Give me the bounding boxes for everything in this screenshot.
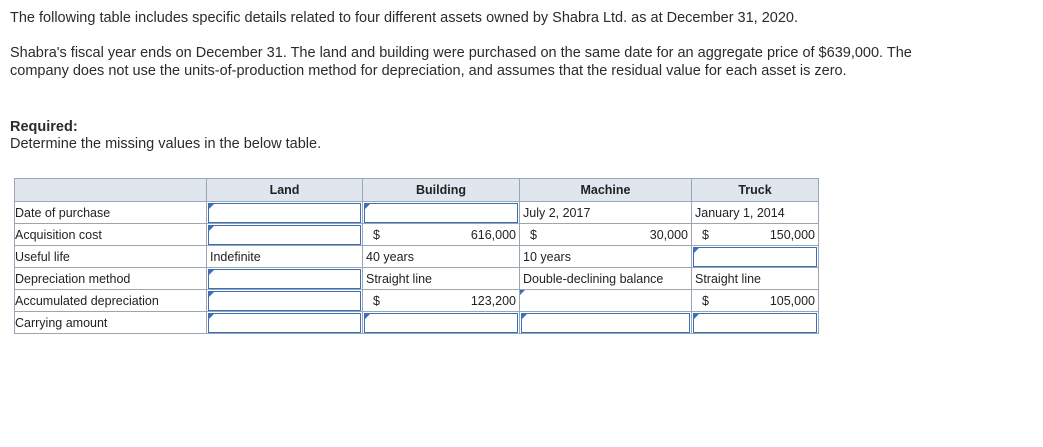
asset-details-table: Land Building Machine Truck Date of purc… — [14, 178, 819, 334]
row-label-carrying: Carrying amount — [14, 311, 207, 334]
currency-symbol: $ — [373, 293, 380, 308]
land-accum-input[interactable] — [208, 290, 361, 311]
machine-carrying-input[interactable] — [521, 312, 690, 333]
truck-date-cell: January 1, 2014 — [691, 201, 819, 224]
currency-symbol: $ — [530, 227, 537, 242]
truck-life-cell — [691, 245, 819, 268]
required-instruction: Determine the missing values in the belo… — [10, 136, 322, 152]
building-carrying-input[interactable] — [364, 312, 518, 333]
table-row: Date of purchase July 2, 2017 January 1,… — [14, 201, 819, 224]
truck-method-value: Straight line — [695, 271, 762, 286]
header-row: Land Building Machine Truck — [14, 178, 819, 202]
land-accum-cell — [206, 289, 363, 312]
truck-cost-cell: $150,000 — [691, 223, 819, 246]
land-life-cell: Indefinite — [206, 245, 363, 268]
truck-life-input[interactable] — [693, 246, 817, 267]
currency-symbol: $ — [702, 293, 709, 308]
machine-life-cell: 10 years — [519, 245, 692, 268]
required-heading: Required: — [10, 119, 78, 135]
land-method-cell — [206, 267, 363, 290]
header-machine: Machine — [519, 178, 692, 202]
row-label-accum: Accumulated depreciation — [14, 289, 207, 312]
truck-accum-cell: $105,000 — [691, 289, 819, 312]
row-label-cost: Acquisition cost — [14, 223, 207, 246]
machine-accum-cell[interactable] — [519, 289, 692, 312]
table-row: Accumulated depreciation $123,200 $105,0… — [14, 289, 819, 312]
header-building: Building — [362, 178, 520, 202]
row-label-life: Useful life — [14, 245, 207, 268]
truck-date-value: January 1, 2014 — [695, 205, 785, 220]
building-life-value: 40 years — [366, 249, 414, 264]
machine-method-cell: Double-declining balance — [519, 267, 692, 290]
truck-carrying-cell — [691, 311, 819, 334]
truck-cost-value: 150,000 — [769, 227, 815, 242]
truck-method-cell: Straight line — [691, 267, 819, 290]
machine-date-cell: July 2, 2017 — [519, 201, 692, 224]
building-accum-cell: $123,200 — [362, 289, 520, 312]
header-land: Land — [206, 178, 363, 202]
land-method-input[interactable] — [208, 268, 361, 289]
building-method-value: Straight line — [366, 271, 433, 286]
land-cost-input[interactable] — [208, 224, 361, 245]
table-row: Acquisition cost $616,000 $30,000 $150,0… — [14, 223, 819, 246]
table-row: Useful life Indefinite 40 years 10 years — [14, 245, 819, 268]
header-truck: Truck — [691, 178, 819, 202]
table-row: Depreciation method Straight line Double… — [14, 267, 819, 290]
intro-paragraph-1: The following table includes specific de… — [10, 10, 799, 26]
currency-symbol: $ — [373, 227, 380, 242]
building-cost-value: 616,000 — [470, 227, 516, 242]
row-label-date: Date of purchase — [14, 201, 207, 224]
building-life-cell: 40 years — [362, 245, 520, 268]
land-life-value: Indefinite — [210, 249, 261, 264]
intro-paragraph-2: Shabra's fiscal year ends on December 31… — [10, 45, 912, 79]
machine-life-value: 10 years — [523, 249, 571, 264]
machine-carrying-cell — [519, 311, 692, 334]
currency-symbol: $ — [702, 227, 709, 242]
machine-method-value: Double-declining balance — [523, 271, 664, 286]
truck-accum-value: 105,000 — [769, 293, 815, 308]
building-date-cell — [362, 201, 520, 224]
building-cost-cell: $616,000 — [362, 223, 520, 246]
land-date-cell — [206, 201, 363, 224]
land-date-input[interactable] — [208, 202, 361, 223]
table-row: Carrying amount — [14, 311, 819, 334]
building-date-input[interactable] — [364, 202, 518, 223]
header-blank — [14, 178, 207, 202]
land-carrying-cell — [206, 311, 363, 334]
land-carrying-input[interactable] — [208, 312, 361, 333]
machine-cost-cell: $30,000 — [519, 223, 692, 246]
building-accum-value: 123,200 — [470, 293, 516, 308]
building-carrying-cell — [362, 311, 520, 334]
truck-carrying-input[interactable] — [693, 312, 817, 333]
building-method-cell: Straight line — [362, 267, 520, 290]
land-cost-cell — [206, 223, 363, 246]
input-marker-icon — [520, 290, 525, 295]
row-label-method: Depreciation method — [14, 267, 207, 290]
machine-date-value: July 2, 2017 — [523, 205, 591, 220]
machine-cost-value: 30,000 — [649, 227, 688, 242]
